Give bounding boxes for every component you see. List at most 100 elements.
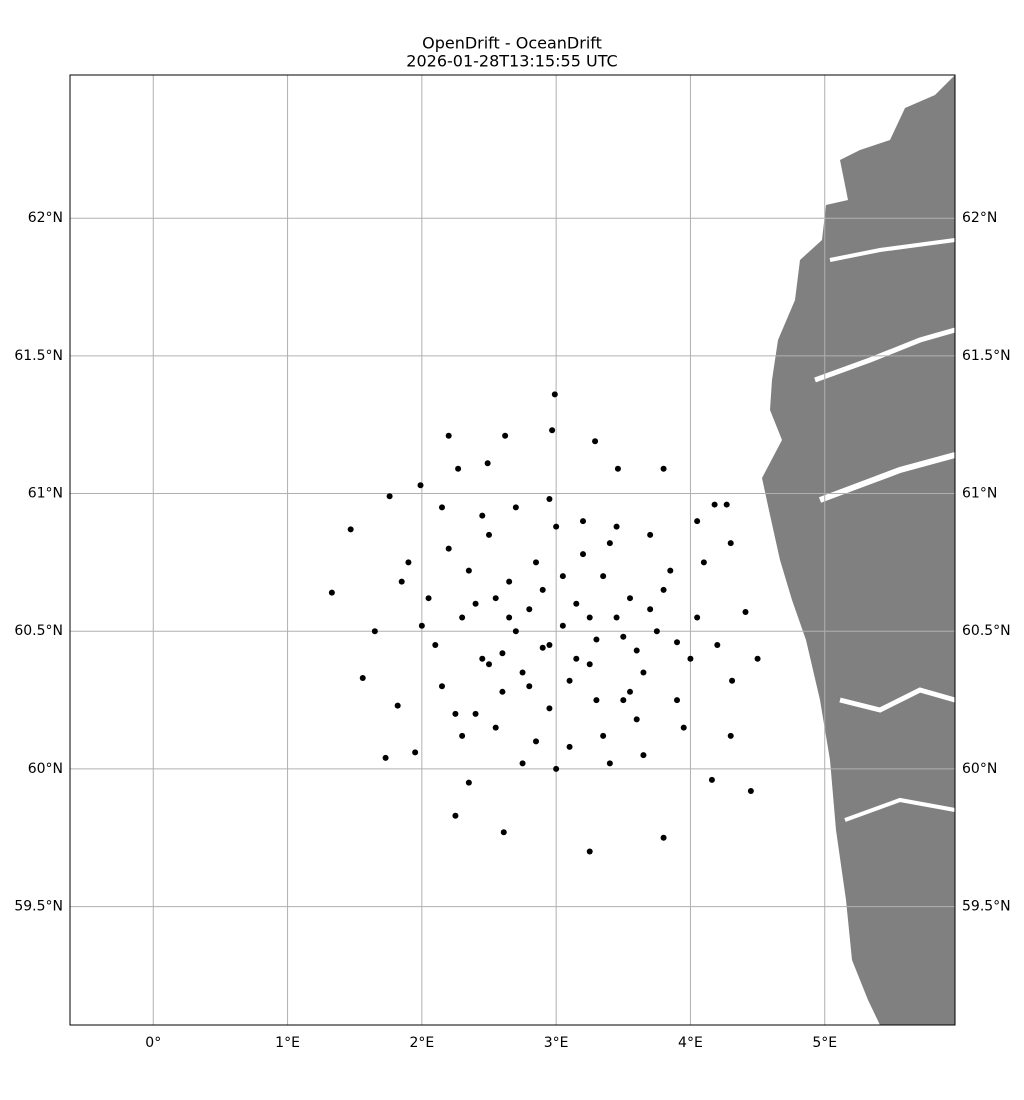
- chart-title: OpenDrift - OceanDrift: [422, 34, 602, 53]
- particle: [492, 724, 499, 731]
- particle: [412, 749, 419, 756]
- x-tick-label: 2°E: [409, 1035, 434, 1051]
- particle: [526, 606, 533, 613]
- particle: [600, 573, 607, 580]
- fjord: [844, 797, 956, 822]
- particle: [506, 614, 513, 621]
- particle: [580, 518, 587, 525]
- particle: [694, 518, 701, 525]
- particle: [614, 465, 621, 472]
- particle: [633, 647, 640, 654]
- particle: [593, 697, 600, 704]
- particle: [398, 578, 405, 585]
- land-mass: [762, 75, 955, 1025]
- x-tick-label: 3°E: [544, 1035, 569, 1051]
- particle: [742, 608, 749, 615]
- fjord: [818, 452, 956, 503]
- particle: [438, 683, 445, 690]
- particle: [500, 829, 507, 836]
- x-tick-label: 1°E: [275, 1035, 300, 1051]
- particle: [653, 628, 660, 635]
- y-tick-label: 61.5°N: [14, 348, 63, 364]
- particle: [484, 460, 491, 467]
- y-tick-label: 62°N: [28, 210, 63, 226]
- particle: [613, 614, 620, 621]
- particle: [549, 427, 556, 434]
- particle: [660, 586, 667, 593]
- y-tick-label-right: 61.5°N: [962, 348, 1011, 364]
- chart-subtitle: 2026-01-28T13:15:55 UTC: [406, 52, 617, 71]
- y-tick-label-right: 61°N: [962, 486, 997, 502]
- particle: [660, 834, 667, 841]
- particle: [559, 573, 566, 580]
- y-tick-label-right: 60.5°N: [962, 623, 1011, 639]
- particle: [432, 642, 439, 648]
- particle: [492, 595, 499, 602]
- particle: [539, 644, 546, 651]
- particle: [586, 848, 593, 855]
- particle: [640, 752, 647, 759]
- particle: [680, 724, 687, 731]
- particle: [452, 710, 459, 717]
- plot-frame: [69, 74, 956, 1026]
- particle: [465, 567, 472, 574]
- y-tick-label: 60.5°N: [14, 623, 63, 639]
- particle: [640, 669, 647, 676]
- particle: [417, 482, 424, 489]
- particle: [452, 812, 459, 819]
- particle: [546, 705, 553, 712]
- y-tick-label: 59.5°N: [14, 899, 63, 915]
- particle: [566, 677, 573, 684]
- particle: [499, 650, 506, 657]
- particle: [647, 606, 654, 613]
- particle: [546, 642, 553, 648]
- particle: [674, 697, 681, 704]
- particle: [425, 595, 432, 602]
- particle: [472, 710, 479, 717]
- particle: [586, 614, 593, 621]
- particle: [551, 391, 558, 398]
- particle: [386, 493, 393, 500]
- y-tick-label-right: 62°N: [962, 210, 997, 226]
- x-tick-label: 0°: [145, 1035, 161, 1051]
- particle: [418, 622, 425, 629]
- particle: [714, 642, 721, 648]
- fjord: [829, 238, 956, 262]
- particle: [465, 779, 472, 786]
- particle: [606, 540, 613, 547]
- particle: [723, 501, 730, 508]
- particle: [438, 504, 445, 511]
- particle: [687, 655, 694, 662]
- particle: [711, 501, 718, 508]
- particle: [394, 702, 401, 709]
- particle: [613, 523, 620, 530]
- particle: [553, 765, 560, 772]
- particle: [459, 732, 466, 739]
- particle: [328, 589, 335, 596]
- particle: [533, 738, 540, 745]
- particle: [700, 559, 707, 566]
- particle: [526, 683, 533, 690]
- particle: [485, 661, 492, 668]
- fjord: [839, 687, 956, 713]
- particle: [633, 716, 640, 723]
- particle: [512, 504, 519, 511]
- particle: [586, 661, 593, 668]
- x-tick-label: 4°E: [678, 1035, 703, 1051]
- particle: [371, 628, 378, 635]
- particle: [533, 559, 540, 566]
- particle: [512, 628, 519, 635]
- particle: [727, 540, 734, 547]
- particle: [472, 600, 479, 607]
- particle: [708, 776, 715, 783]
- particle: [559, 622, 566, 629]
- particle: [573, 655, 580, 662]
- particle: [727, 732, 734, 739]
- particle: [627, 688, 634, 695]
- particle: [729, 677, 736, 684]
- particle: [566, 743, 573, 750]
- particle: [382, 754, 389, 761]
- particle: [359, 675, 366, 682]
